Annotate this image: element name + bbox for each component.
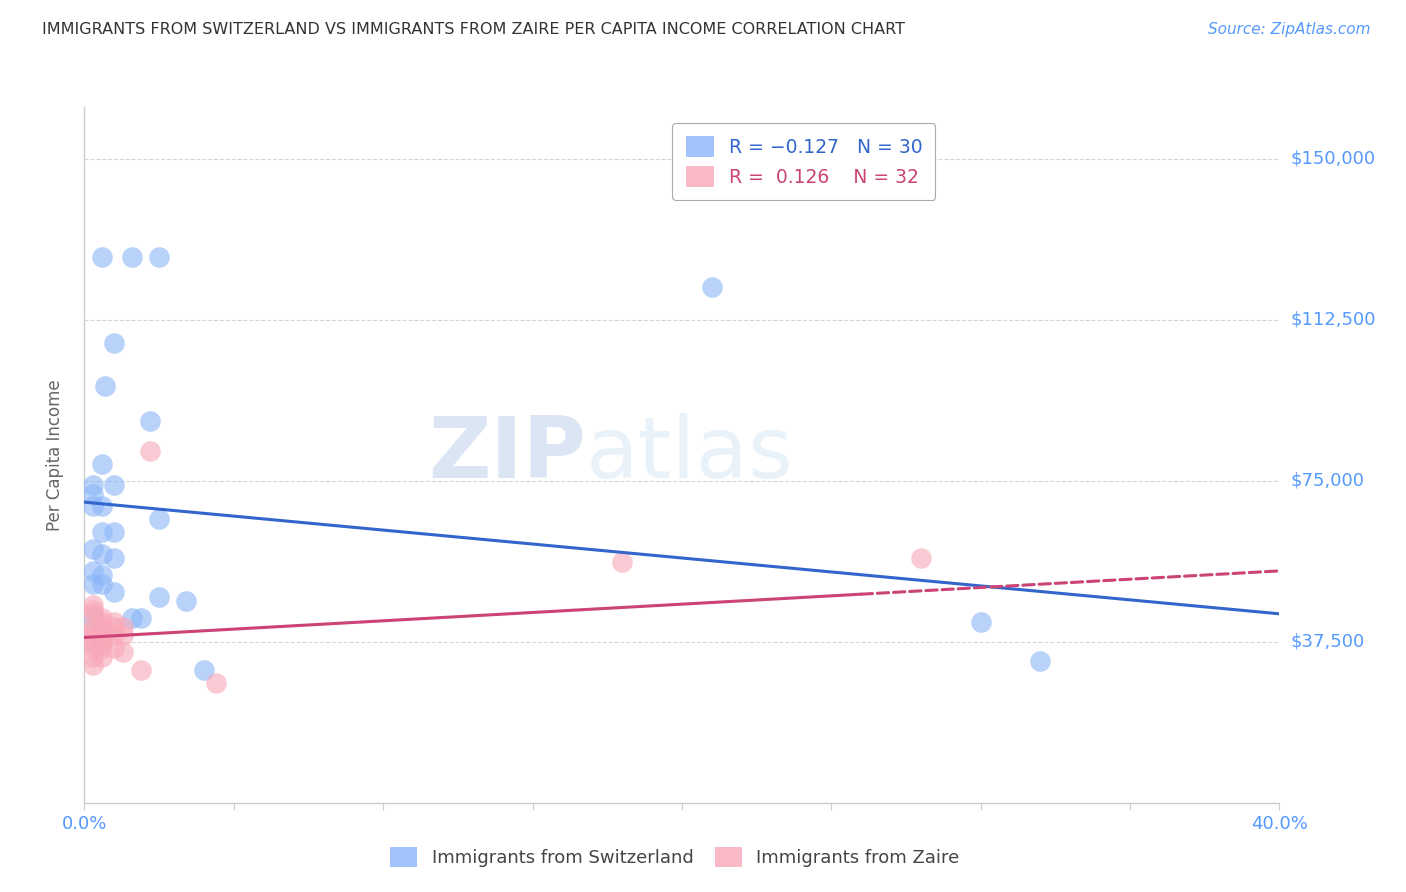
Point <box>148 512 170 526</box>
Point <box>205 675 228 690</box>
Point <box>103 615 125 630</box>
Point <box>82 500 104 514</box>
Point <box>174 594 197 608</box>
Point <box>82 632 104 647</box>
Point <box>82 607 104 621</box>
Point <box>82 658 104 673</box>
Y-axis label: Per Capita Income: Per Capita Income <box>45 379 63 531</box>
Point <box>82 637 104 651</box>
Point <box>91 457 114 471</box>
Point <box>82 628 104 642</box>
Point <box>193 663 215 677</box>
Point <box>91 525 114 540</box>
Point <box>82 649 104 664</box>
Text: atlas: atlas <box>586 413 794 497</box>
Point <box>91 611 114 625</box>
Text: $75,000: $75,000 <box>1291 472 1365 490</box>
Point <box>91 637 114 651</box>
Point <box>121 251 143 265</box>
Point <box>91 251 114 265</box>
Point <box>129 663 152 677</box>
Text: Source: ZipAtlas.com: Source: ZipAtlas.com <box>1208 22 1371 37</box>
Text: ZIP: ZIP <box>429 413 586 497</box>
Point <box>91 628 114 642</box>
Point <box>91 641 114 656</box>
Point <box>82 564 104 578</box>
Point <box>103 478 125 492</box>
Point <box>103 585 125 599</box>
Point <box>91 632 114 647</box>
Legend: Immigrants from Switzerland, Immigrants from Zaire: Immigrants from Switzerland, Immigrants … <box>382 839 967 874</box>
Point <box>91 620 114 634</box>
Point <box>129 611 152 625</box>
Point <box>148 590 170 604</box>
Point <box>91 568 114 582</box>
Point <box>82 599 104 613</box>
Point <box>94 379 117 393</box>
Point <box>112 628 135 642</box>
Point <box>91 576 114 591</box>
Point <box>82 624 104 638</box>
Point <box>82 542 104 557</box>
Point <box>103 551 125 566</box>
Point <box>103 641 125 656</box>
Point <box>121 611 143 625</box>
Text: $150,000: $150,000 <box>1291 150 1375 168</box>
Point <box>82 576 104 591</box>
Point <box>103 336 125 351</box>
Point <box>139 443 162 458</box>
Point <box>91 547 114 561</box>
Text: $37,500: $37,500 <box>1291 632 1365 651</box>
Point <box>1029 654 1052 668</box>
Point <box>91 615 114 630</box>
Text: IMMIGRANTS FROM SWITZERLAND VS IMMIGRANTS FROM ZAIRE PER CAPITA INCOME CORRELATI: IMMIGRANTS FROM SWITZERLAND VS IMMIGRANT… <box>42 22 905 37</box>
Point <box>103 620 125 634</box>
Point <box>970 615 993 630</box>
Point <box>91 500 114 514</box>
Point <box>610 555 633 569</box>
Point <box>700 280 723 294</box>
Point <box>82 486 104 500</box>
Point <box>112 620 135 634</box>
Point <box>103 628 125 642</box>
Point <box>82 602 104 616</box>
Point <box>112 645 135 659</box>
Legend: R = −0.127   N = 30, R =  0.126    N = 32: R = −0.127 N = 30, R = 0.126 N = 32 <box>672 123 935 200</box>
Point <box>91 649 114 664</box>
Text: $112,500: $112,500 <box>1291 310 1376 328</box>
Point <box>82 620 104 634</box>
Point <box>82 611 104 625</box>
Point <box>91 624 114 638</box>
Point <box>139 413 162 427</box>
Point <box>148 251 170 265</box>
Point <box>103 525 125 540</box>
Point <box>82 641 104 656</box>
Point <box>82 478 104 492</box>
Point <box>910 551 932 566</box>
